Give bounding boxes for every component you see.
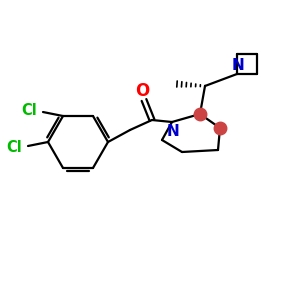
Text: N: N: [167, 124, 179, 139]
Text: Cl: Cl: [6, 140, 22, 155]
Text: O: O: [135, 82, 149, 100]
Text: Cl: Cl: [21, 103, 37, 118]
Text: N: N: [232, 58, 244, 73]
